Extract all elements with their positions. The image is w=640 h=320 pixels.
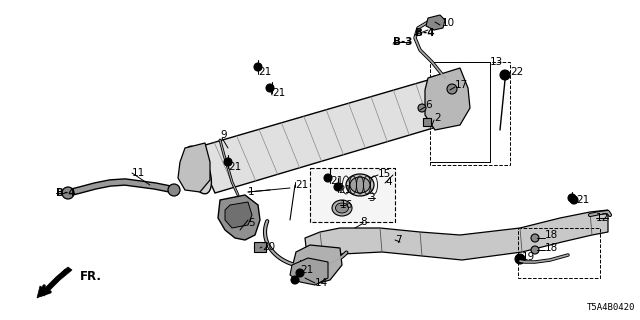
Text: 18: 18: [545, 230, 558, 240]
Circle shape: [266, 84, 274, 92]
Text: 2: 2: [434, 113, 440, 123]
Text: FR.: FR.: [80, 270, 102, 284]
Ellipse shape: [428, 76, 456, 124]
Polygon shape: [225, 202, 252, 228]
Circle shape: [62, 187, 74, 199]
Circle shape: [254, 63, 262, 71]
Text: 16: 16: [340, 200, 353, 210]
Text: 8: 8: [360, 217, 367, 227]
Circle shape: [296, 269, 304, 277]
Text: 9: 9: [220, 130, 227, 140]
Polygon shape: [310, 168, 395, 222]
Text: 21: 21: [576, 195, 589, 205]
Polygon shape: [218, 195, 260, 240]
Circle shape: [447, 84, 457, 94]
Text: 21: 21: [295, 180, 308, 190]
Polygon shape: [426, 15, 445, 30]
Text: 21: 21: [330, 176, 343, 186]
Text: 21: 21: [258, 67, 271, 77]
Circle shape: [334, 183, 342, 191]
Text: B-3: B-3: [393, 37, 413, 47]
Text: 18: 18: [545, 243, 558, 253]
Text: B-4: B-4: [415, 28, 435, 38]
Text: B-4: B-4: [56, 188, 76, 198]
Text: 6: 6: [425, 100, 431, 110]
Polygon shape: [40, 267, 72, 296]
Text: 11: 11: [132, 168, 145, 178]
Text: 17: 17: [455, 80, 468, 90]
Text: 21: 21: [300, 265, 313, 275]
Text: 3: 3: [368, 193, 374, 203]
Circle shape: [168, 184, 180, 196]
Text: 12: 12: [596, 213, 609, 223]
Bar: [423, 118, 431, 126]
Text: 7: 7: [395, 235, 402, 245]
Circle shape: [568, 194, 576, 202]
Text: 4: 4: [385, 177, 392, 187]
Ellipse shape: [350, 177, 370, 193]
Ellipse shape: [346, 174, 374, 196]
Text: 22: 22: [510, 67, 524, 77]
Text: 10: 10: [442, 18, 455, 28]
Polygon shape: [305, 210, 608, 265]
Circle shape: [224, 158, 232, 166]
Text: 15: 15: [378, 169, 391, 179]
Ellipse shape: [184, 146, 211, 194]
Text: 21: 21: [272, 88, 285, 98]
Ellipse shape: [335, 203, 349, 213]
Circle shape: [531, 246, 539, 254]
Polygon shape: [292, 245, 342, 284]
Text: 21: 21: [228, 162, 241, 172]
Text: 1: 1: [248, 187, 255, 197]
Text: 13: 13: [490, 57, 503, 67]
Circle shape: [418, 104, 426, 112]
Polygon shape: [425, 68, 470, 130]
Circle shape: [531, 234, 539, 242]
Circle shape: [324, 174, 332, 182]
Circle shape: [570, 196, 578, 204]
Circle shape: [515, 254, 525, 264]
Text: 20: 20: [262, 242, 275, 252]
Text: 21: 21: [338, 185, 351, 195]
Polygon shape: [178, 143, 210, 192]
Polygon shape: [195, 78, 450, 193]
Polygon shape: [290, 258, 328, 285]
Ellipse shape: [332, 200, 352, 216]
Text: 19: 19: [522, 252, 535, 262]
Text: 14: 14: [315, 278, 328, 288]
Bar: [254, 242, 266, 252]
Text: T5A4B0420: T5A4B0420: [587, 303, 635, 312]
Text: 5: 5: [248, 218, 255, 228]
Circle shape: [291, 276, 299, 284]
Circle shape: [500, 70, 510, 80]
Polygon shape: [37, 286, 50, 298]
